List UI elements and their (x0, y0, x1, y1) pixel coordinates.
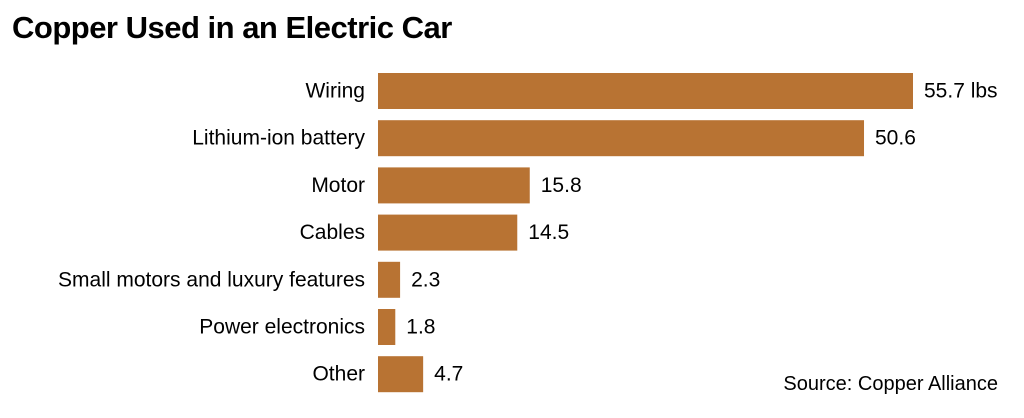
value-label: 14.5 (528, 221, 569, 244)
category-label: Cables (300, 221, 365, 244)
bar (378, 356, 424, 393)
source-note: Source: Copper Alliance (783, 373, 998, 395)
chart-title: Copper Used in an Electric Car (12, 10, 452, 45)
category-label: Other (312, 363, 365, 386)
value-label: 2.3 (411, 268, 440, 291)
value-label: 50.6 (875, 127, 916, 150)
value-label: 1.8 (406, 316, 435, 339)
bar (378, 214, 518, 251)
category-label: Lithium-ion battery (192, 127, 365, 150)
category-label: Wiring (305, 80, 365, 103)
bar (378, 261, 401, 298)
bar (378, 73, 913, 109)
value-label: 15.8 (541, 174, 582, 197)
category-label: Power electronics (199, 316, 365, 339)
value-label: 4.7 (434, 363, 463, 386)
bar (378, 120, 865, 157)
category-label: Motor (311, 174, 365, 197)
bar (378, 309, 396, 345)
category-label: Small motors and luxury features (58, 268, 365, 291)
value-label: 55.7 lbs (924, 80, 998, 103)
bar (378, 167, 530, 204)
